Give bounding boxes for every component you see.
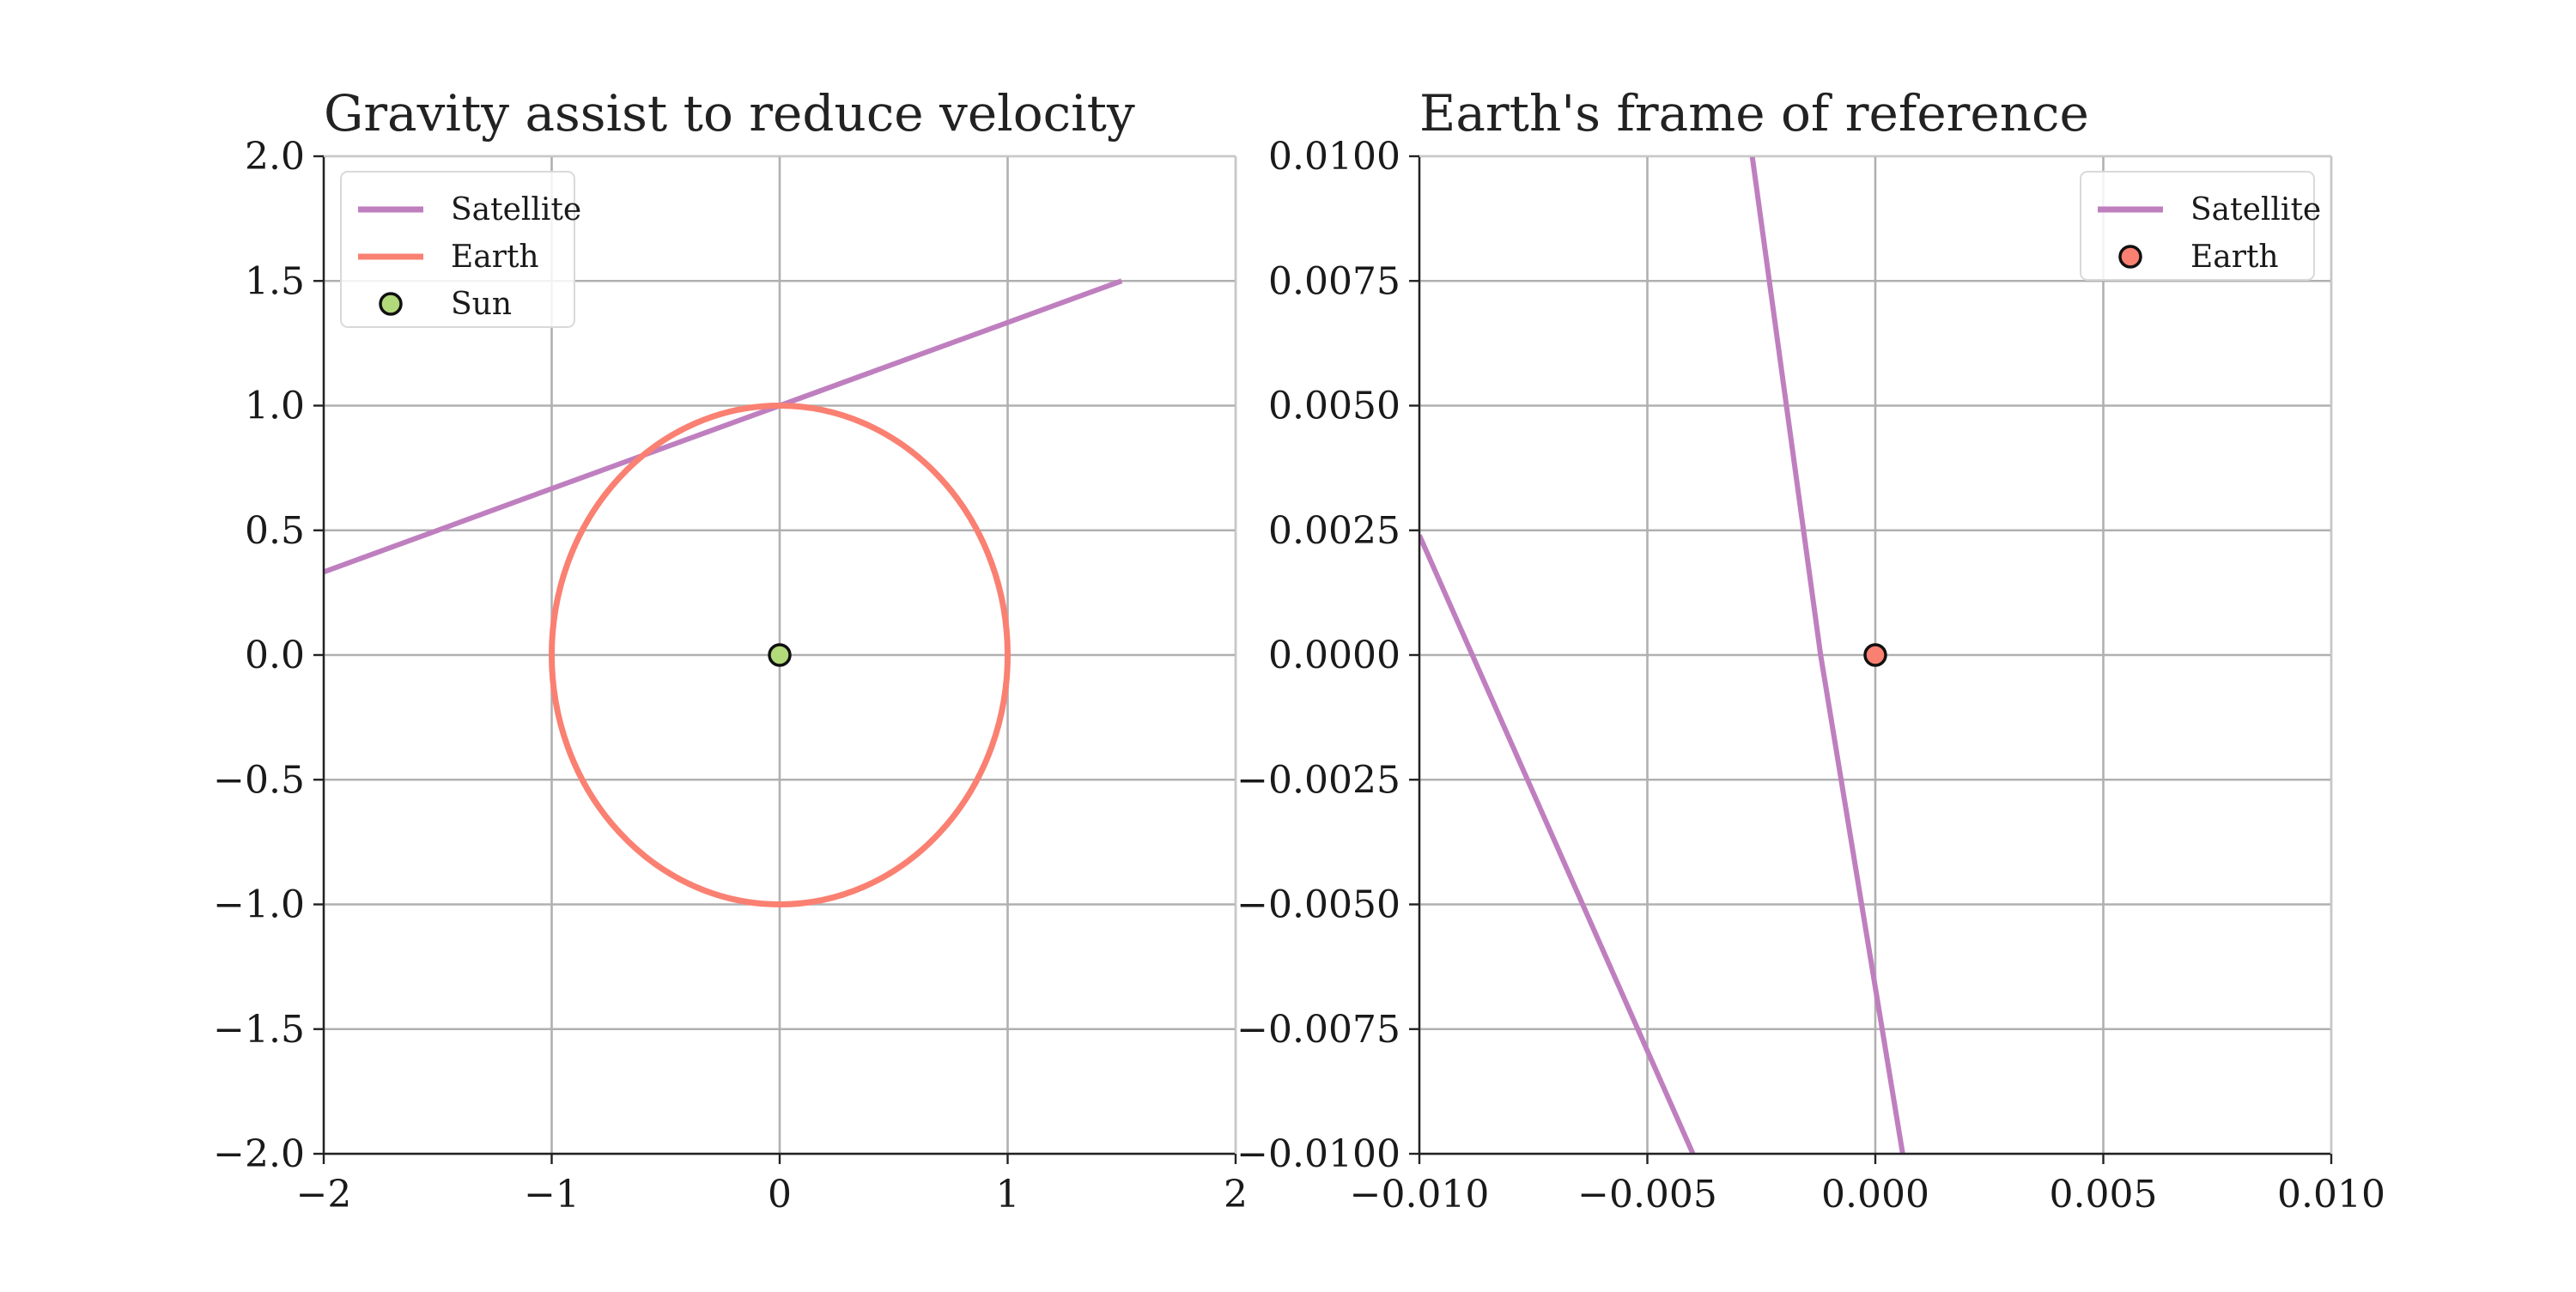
x-tick-label: 0.000 (1821, 1173, 1929, 1216)
y-tick-label: −0.0100 (1236, 1132, 1400, 1176)
y-tick-label: −0.5 (213, 758, 305, 802)
y-tick-label: −0.0025 (1236, 758, 1400, 802)
x-tick-label: −1 (524, 1173, 580, 1216)
legend-satellite-label: Satellite (2190, 192, 2321, 227)
series-earth-orbit (549, 403, 1011, 907)
legend-left: Satellite Earth Sun (340, 171, 581, 328)
legend-earth-label: Earth (451, 240, 539, 275)
series-satellite-line-0 (1749, 156, 1905, 1154)
y-tick-label: 1.5 (245, 259, 305, 303)
y-tick-label: −1.0 (213, 883, 305, 927)
ticks-right: −0.010 −0.005 0.000 0.005 0.010 −0.0100 −0.007… (1236, 135, 2385, 1216)
legend-earth-swatch (2118, 245, 2142, 269)
y-tick-label: 0.0050 (1268, 385, 1400, 428)
y-tick-label: 0.0075 (1268, 259, 1400, 303)
y-tick-label: 1.0 (245, 385, 305, 428)
series-clip-group (1419, 156, 1905, 1154)
y-tick-label: 2.0 (245, 135, 305, 179)
x-tick-label: 1 (996, 1173, 1020, 1216)
series-layer-left (324, 278, 1123, 907)
legend-earth-label: Earth (2190, 240, 2279, 275)
subplot-left: Gravity assist to reduce velocity −2 −1 0 1… (213, 84, 1248, 1216)
x-tick-label: 0 (768, 1173, 792, 1216)
y-tick-label: −0.0050 (1236, 883, 1400, 927)
y-tick-label: 0.0 (245, 634, 305, 677)
y-tick-label: −2.0 (213, 1132, 305, 1176)
y-tick-label: 0.0025 (1268, 509, 1400, 553)
series-earth-marker (1863, 643, 1887, 667)
subplot-right: Earth's frame of reference −0.010 −0.005 0… (1236, 84, 2385, 1216)
x-tick-label: 2 (1224, 1173, 1248, 1216)
chart-title-right: Earth's frame of reference (1419, 84, 2089, 143)
y-tick-label: −1.5 (213, 1008, 305, 1052)
chart-title-left: Gravity assist to reduce velocity (324, 84, 1135, 143)
y-tick-label: 0.5 (245, 509, 305, 553)
x-tick-label: −0.005 (1577, 1173, 1717, 1216)
x-tick-label: 0.010 (2277, 1173, 2385, 1216)
axes-right (1418, 155, 2332, 1156)
legend-sun-label: Sun (451, 287, 512, 322)
y-tick-label: 0.0100 (1268, 135, 1400, 179)
series-satellite-line-1 (1419, 534, 1696, 1154)
x-tick-label: −2 (296, 1173, 352, 1216)
x-tick-label: −0.010 (1350, 1173, 1490, 1216)
y-tick-label: −0.0075 (1236, 1008, 1400, 1052)
y-tick-label: 0.0000 (1268, 634, 1400, 677)
legend-right: Satellite Earth (2080, 171, 2321, 281)
x-tick-label: 0.005 (2050, 1173, 2158, 1216)
legend-sun-swatch (379, 292, 403, 316)
series-sun-marker (768, 643, 792, 667)
series-satellite-line (324, 278, 1123, 575)
series-clip-group (324, 278, 1123, 907)
legend-satellite-label: Satellite (451, 192, 581, 227)
series-layer-right (1419, 156, 1905, 1154)
ticks-left: −2 −1 0 1 2 −2.0 −1.5 −1.0 −0.5 0.0 0.5 1.0 1.5 2.0 (213, 135, 1248, 1216)
